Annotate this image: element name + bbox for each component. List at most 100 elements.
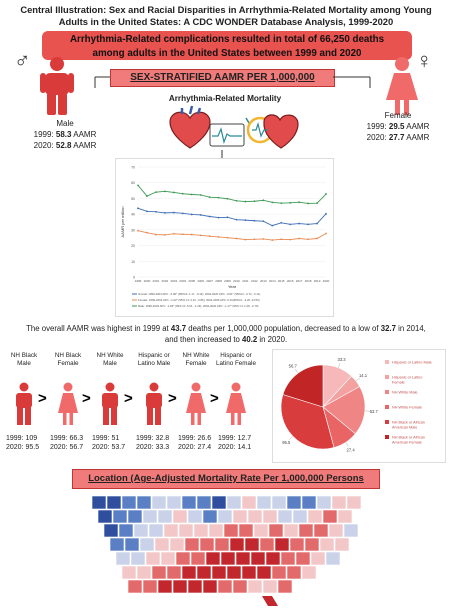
data-point bbox=[235, 218, 238, 221]
data-point bbox=[199, 214, 202, 216]
group-2020: 2020: 33.3 bbox=[136, 444, 170, 451]
us-map bbox=[91, 495, 362, 606]
map-region bbox=[286, 495, 302, 510]
data-point bbox=[298, 201, 301, 204]
legend-entry: Overall: 1999-2004 APC: -0.96* (95%CI:-1… bbox=[138, 292, 260, 296]
y-tick-label: 0 bbox=[133, 276, 135, 280]
pie-legend-swatch bbox=[385, 435, 389, 439]
data-point bbox=[289, 201, 292, 204]
group-1999: 1999: 51 bbox=[92, 435, 120, 442]
pie-value-label: 27.4 bbox=[347, 447, 356, 452]
map-region bbox=[286, 565, 302, 580]
data-point bbox=[155, 233, 157, 236]
map-region bbox=[256, 495, 272, 510]
map-region bbox=[265, 551, 281, 566]
ranking-arrow-icon: > bbox=[124, 390, 133, 407]
map-region bbox=[142, 509, 158, 524]
map-region bbox=[151, 565, 167, 580]
x-axis-label: Year bbox=[228, 284, 237, 289]
female-figure-icon bbox=[58, 382, 78, 425]
ranking-arrow-icon: > bbox=[82, 390, 91, 407]
data-point bbox=[271, 239, 274, 241]
map-region bbox=[310, 551, 326, 566]
data-point bbox=[208, 235, 211, 238]
map-region bbox=[160, 551, 176, 566]
data-point bbox=[262, 220, 265, 223]
data-point bbox=[253, 200, 256, 203]
data-point bbox=[244, 219, 247, 222]
map-region bbox=[115, 551, 131, 566]
series-line-overall bbox=[137, 207, 327, 227]
group-values: 1999: 109 2020: 95.5 bbox=[6, 434, 50, 452]
data-point bbox=[244, 238, 247, 241]
data-point bbox=[190, 193, 193, 196]
data-point bbox=[137, 184, 139, 187]
map-region bbox=[220, 551, 236, 566]
x-tick-label: 2012 bbox=[251, 279, 258, 283]
map-region bbox=[187, 579, 203, 594]
map-region bbox=[223, 523, 239, 538]
data-point bbox=[325, 232, 327, 235]
legend-entry: Male: 1999-2004 APC: -1.84* (95% CI:-5.0… bbox=[138, 304, 259, 308]
map-region bbox=[127, 579, 143, 594]
map-region bbox=[271, 565, 287, 580]
map-region bbox=[142, 579, 158, 594]
data-point bbox=[181, 233, 184, 236]
data-point bbox=[172, 191, 175, 194]
data-point bbox=[226, 216, 229, 219]
data-point bbox=[235, 199, 238, 202]
x-tick-label: 2006 bbox=[197, 279, 204, 283]
data-point bbox=[280, 238, 283, 241]
banner-line-1: Arrhythmia-Related complications resulte… bbox=[69, 34, 385, 45]
connector-lines bbox=[94, 76, 371, 158]
y-tick-label: 20 bbox=[131, 244, 135, 248]
data-point bbox=[181, 212, 184, 215]
map-region bbox=[214, 537, 230, 552]
pie-legend-label: NH Black or African bbox=[392, 421, 425, 425]
map-region bbox=[109, 537, 125, 552]
group-2020: 2020: 14.1 bbox=[218, 444, 252, 451]
data-point bbox=[217, 216, 220, 219]
data-point bbox=[307, 238, 309, 241]
total-deaths-banner: Arrhythmia-Related complications resulte… bbox=[42, 31, 412, 60]
data-point bbox=[172, 211, 175, 214]
data-point bbox=[217, 196, 220, 199]
map-region bbox=[247, 509, 263, 524]
map-region bbox=[166, 565, 182, 580]
sex-stratified-header: SEX-STRATIFIED AAMR PER 1,000,000 bbox=[110, 69, 335, 87]
group-label: NH Black Male bbox=[10, 352, 38, 367]
map-region bbox=[325, 551, 341, 566]
x-tick-label: 2001 bbox=[153, 279, 160, 283]
pie-slice bbox=[282, 364, 324, 408]
data-point bbox=[226, 197, 229, 200]
x-tick-label: 2000 bbox=[144, 279, 151, 283]
data-point bbox=[280, 202, 283, 205]
pie-value-label: 95.5 bbox=[282, 440, 291, 445]
male-figure-icon bbox=[16, 382, 32, 425]
map-region bbox=[208, 523, 224, 538]
female-symbol-icon: ♀ bbox=[416, 48, 433, 73]
map-region bbox=[211, 565, 227, 580]
map-region bbox=[112, 509, 128, 524]
data-point bbox=[163, 211, 166, 214]
map-region bbox=[301, 565, 317, 580]
y-tick-label: 10 bbox=[131, 260, 135, 264]
group-label: NH White Female bbox=[182, 352, 210, 367]
data-point bbox=[271, 201, 274, 204]
map-region bbox=[271, 495, 287, 510]
map-region bbox=[277, 509, 293, 524]
group-2020: 2020: 56.7 bbox=[50, 444, 84, 451]
pie-legend-label: Hispanic or Latino Male bbox=[392, 361, 432, 365]
map-region bbox=[103, 523, 119, 538]
data-point bbox=[226, 236, 229, 239]
female-figure-icon bbox=[386, 57, 418, 115]
map-region bbox=[235, 551, 251, 566]
map-region bbox=[130, 551, 146, 566]
group-values: 1999: 26.6 2020: 27.4 bbox=[178, 434, 222, 452]
map-region bbox=[202, 509, 218, 524]
group-2020: 2020: 95.5 bbox=[6, 444, 40, 451]
y-tick-label: 70 bbox=[131, 166, 135, 170]
x-tick-label: 2018 bbox=[305, 279, 312, 283]
x-tick-label: 2013 bbox=[260, 279, 267, 283]
pie-value-label: 33.3 bbox=[337, 357, 346, 362]
